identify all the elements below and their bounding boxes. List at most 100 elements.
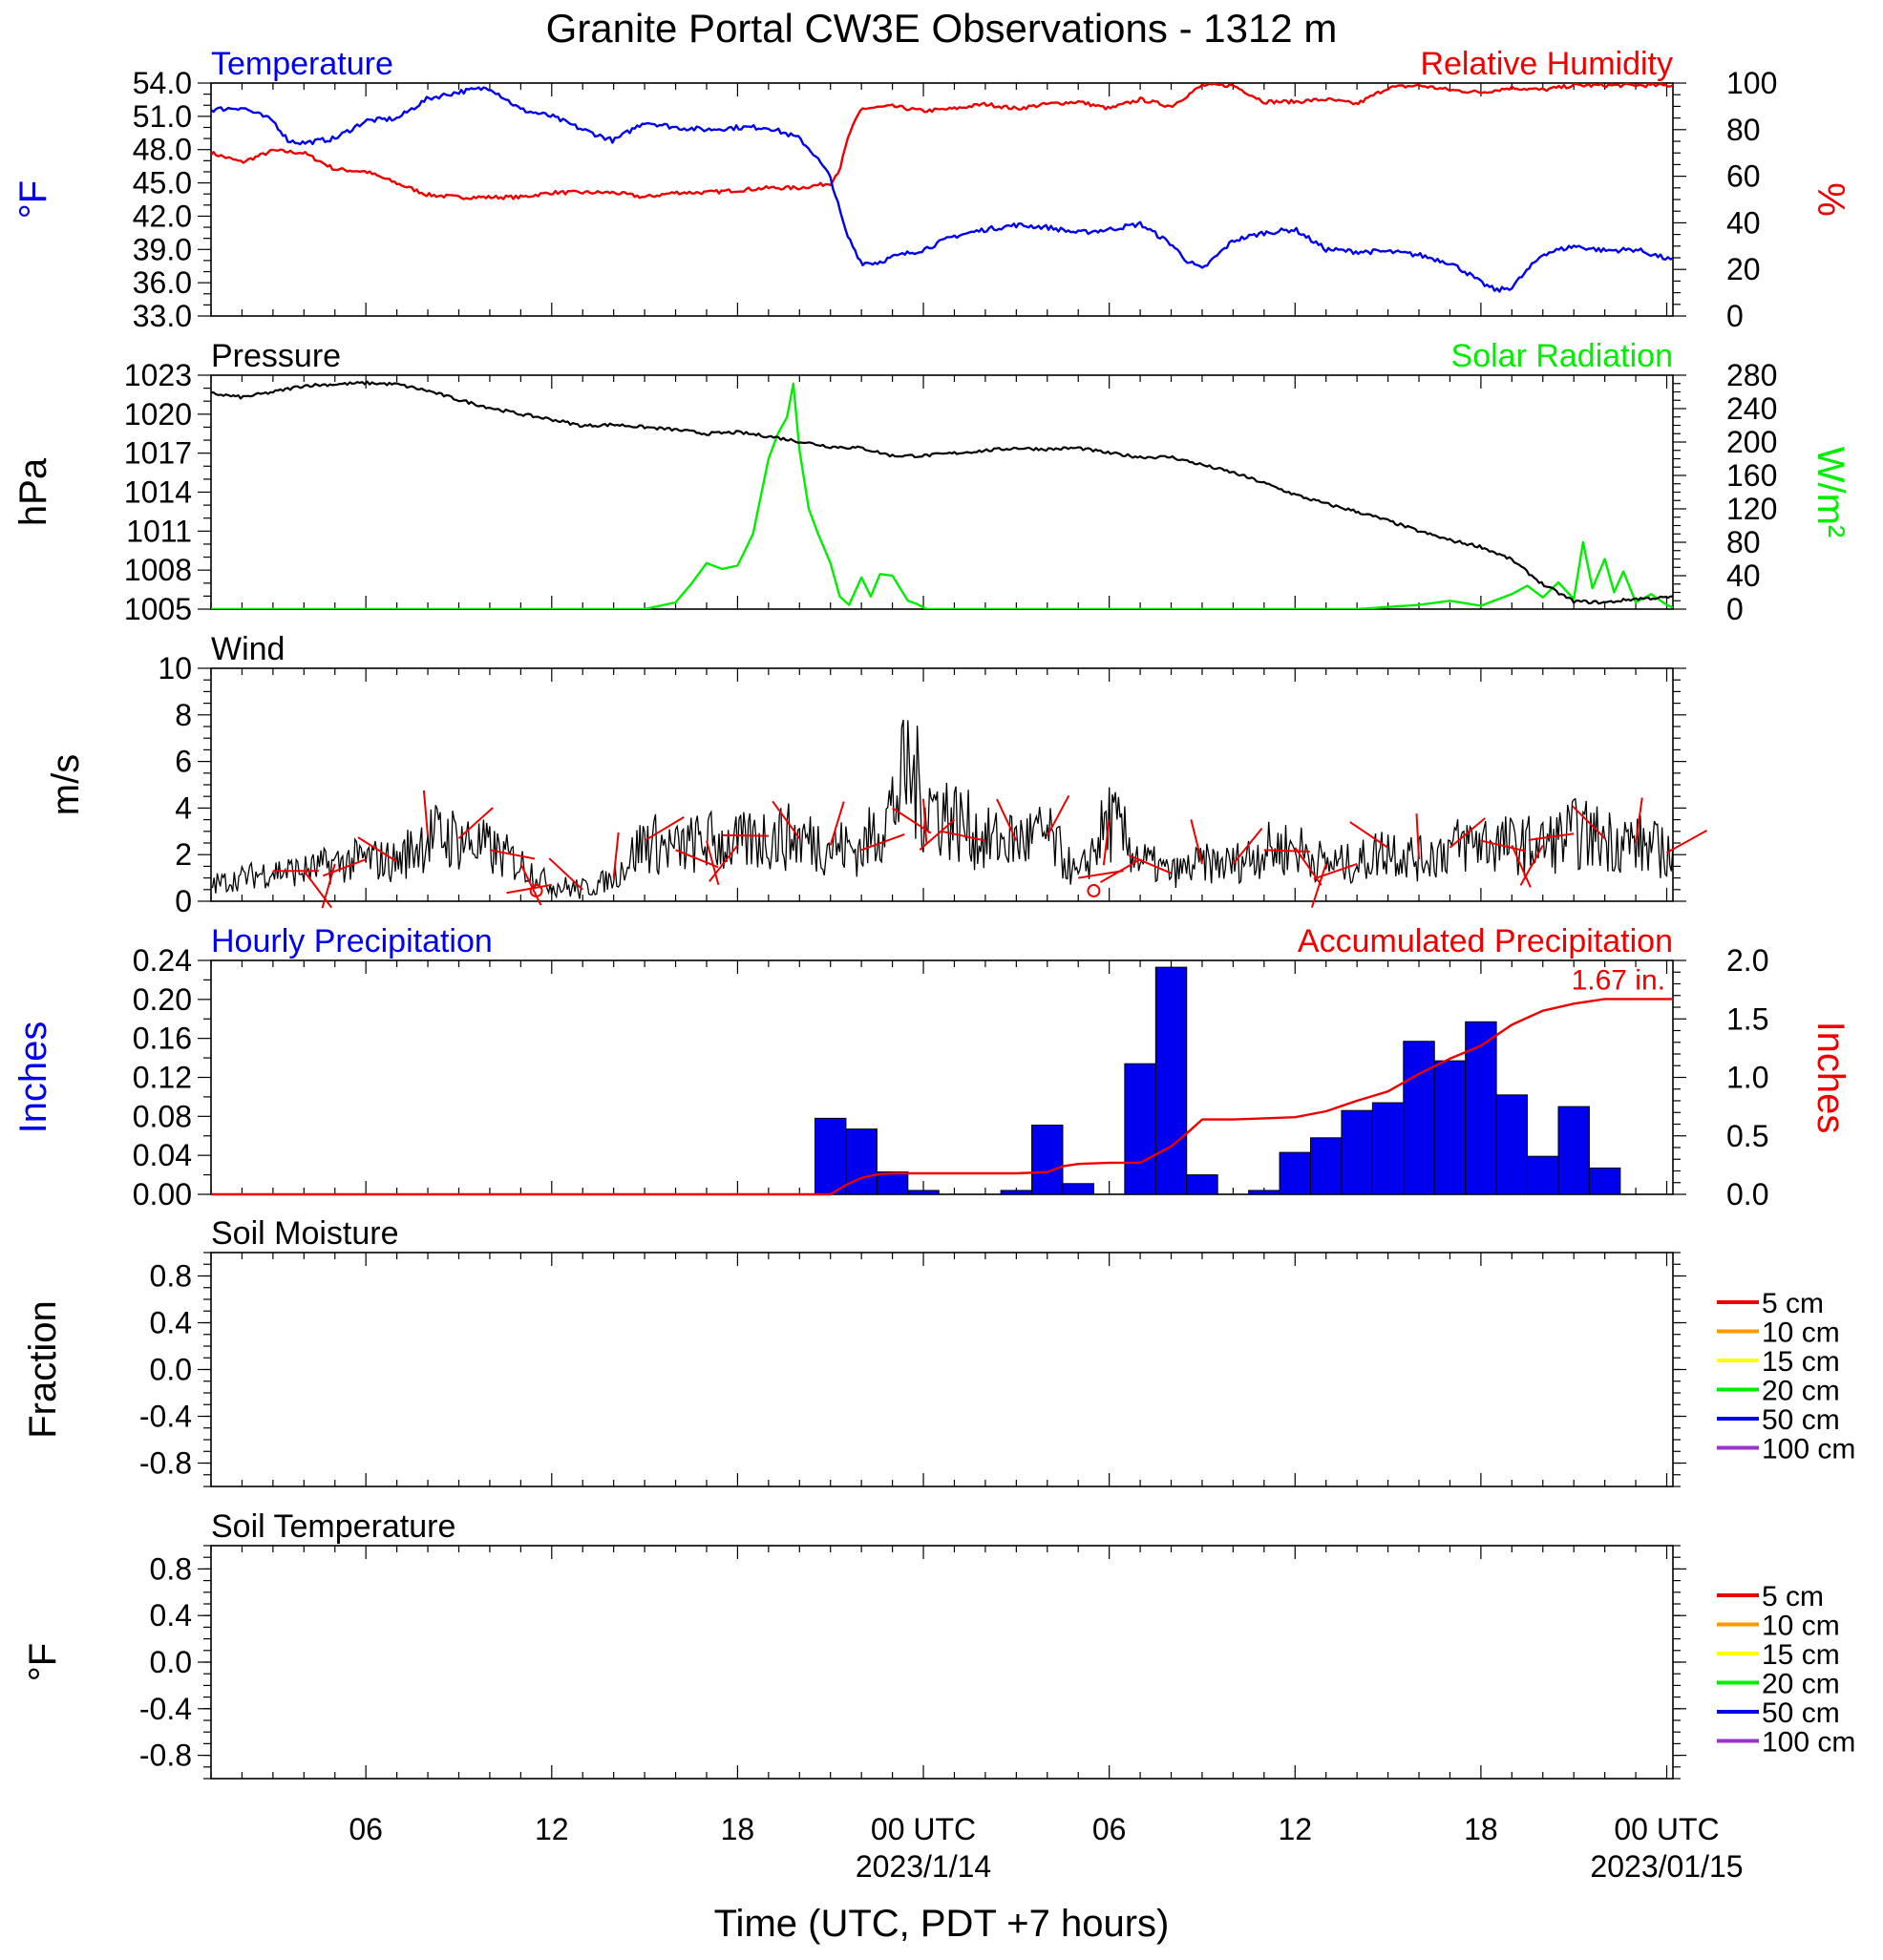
y-tick-label: 280 [1726, 358, 1777, 392]
x-ticks [210, 1253, 1668, 1486]
y-tick-label: 1014 [124, 475, 192, 510]
x-date-label: 2023/01/15 [1590, 1849, 1743, 1884]
y-tick-label: 1.0 [1726, 1061, 1768, 1095]
precip-bar [1403, 1041, 1435, 1195]
y-tick-label: 36.0 [133, 265, 192, 300]
left-y-ticks [198, 82, 211, 317]
y-tick-label: -0.4 [139, 1400, 192, 1434]
y-tick-label: 80 [1726, 525, 1761, 559]
y-tick-label: 1020 [124, 397, 192, 432]
precip-bar [1248, 1190, 1280, 1195]
wind-barb [1666, 830, 1707, 854]
x-ticks [210, 375, 1668, 609]
wind-barb [940, 830, 986, 842]
precip-bar [1154, 966, 1188, 1195]
calm-wind-circle [529, 884, 543, 898]
left-y-ticks [198, 959, 211, 1195]
left-y-ticks [198, 1252, 211, 1487]
plot-frame [210, 1252, 1674, 1487]
y-tick-label: 4 [175, 790, 192, 825]
plot-lines [211, 83, 1673, 293]
y-tick-label: 240 [1726, 391, 1777, 426]
legend-label: 100 cm [1762, 1434, 1855, 1465]
series-wind-speed [211, 719, 1674, 899]
precip-bar [1588, 1167, 1621, 1195]
y-tick-label: 0.0 [150, 1645, 192, 1679]
y-axis-label-left: hPa [12, 457, 54, 526]
x-tick-label: 06 [349, 1812, 383, 1846]
y-tick-label: 0.00 [133, 1177, 192, 1212]
precip-bar [1371, 1102, 1405, 1195]
y-axis-label-left: m/s [45, 754, 87, 815]
y-tick-label: 39.0 [133, 232, 192, 266]
legend-label: 5 cm [1762, 1288, 1824, 1319]
legend-label: 15 cm [1762, 1346, 1840, 1378]
y-axis-label-left: °F [12, 180, 54, 219]
y-tick-label: 0.8 [150, 1551, 192, 1586]
y-tick-label: 8 [175, 698, 192, 732]
wind-barb [1519, 844, 1544, 886]
wind-barb [1046, 794, 1070, 837]
wind-barb [644, 815, 685, 842]
y-axis-label-right: Inches [1809, 1022, 1851, 1134]
wind-barb [1449, 817, 1486, 849]
wind-barb [709, 844, 739, 882]
legend-label: 15 cm [1762, 1639, 1840, 1671]
wind-barb [612, 832, 620, 878]
wind-barb [892, 807, 932, 834]
precip-bar [1031, 1125, 1064, 1195]
figure-title: Granite Portal CW3E Observations - 1312 … [546, 6, 1338, 51]
x-tick-label: 00 UTC [871, 1812, 976, 1846]
y-tick-label: 0.8 [150, 1259, 192, 1294]
left-y-ticks [198, 374, 211, 610]
x-tick-label: 12 [1278, 1812, 1312, 1846]
panel-title-pressure: Pressure [211, 338, 341, 374]
panel-temperature-humidity: 54.051.048.045.042.039.036.033.0 100 80 60 4… [12, 46, 1851, 333]
precip-bar [1341, 1109, 1373, 1195]
y-tick-label: 33.0 [133, 299, 192, 333]
y-axis-label-left: °F [22, 1643, 64, 1681]
y-tick-label: 100 [1726, 66, 1777, 100]
precip-bar [815, 1117, 847, 1195]
y-tick-label: 120 [1726, 492, 1777, 526]
precip-bar [1000, 1190, 1033, 1195]
y-tick-label: 1017 [124, 436, 192, 471]
y-axis-label-right: W/m² [1809, 447, 1851, 538]
panel-wind: 10 8 6 4 2 0 Wind m/s [45, 631, 1707, 918]
precip-bar [876, 1171, 909, 1195]
legend-label: 10 cm [1762, 1611, 1840, 1642]
wind-barb [722, 833, 769, 837]
y-tick-label: 10 [158, 651, 192, 685]
wind-barb [422, 790, 430, 836]
wind-barb [303, 870, 332, 909]
plot-frame [210, 82, 1674, 317]
wind-barb [922, 798, 928, 845]
y-tick-label: 60 [1726, 159, 1761, 194]
wind-barb [996, 798, 1018, 841]
right-y-ticks [1673, 374, 1686, 610]
y-tick-label: 80 [1726, 113, 1761, 147]
precip-bar [1186, 1174, 1218, 1195]
x-tick-label: 18 [1464, 1812, 1498, 1846]
y-tick-label: 160 [1726, 458, 1777, 493]
y-tick-label: 0.0 [150, 1353, 192, 1387]
y-tick-label: 1.5 [1726, 1001, 1768, 1036]
panel-title: Soil Temperature [211, 1508, 455, 1545]
precip-bar [1433, 1060, 1467, 1195]
legend-label: 50 cm [1762, 1697, 1840, 1729]
y-tick-label: -0.8 [139, 1739, 192, 1773]
legend-label: 20 cm [1762, 1376, 1840, 1407]
wind-barb [323, 858, 367, 877]
wind-barb [1635, 797, 1643, 844]
series-temperature [211, 86, 1673, 293]
y-tick-label: 0.5 [1726, 1119, 1768, 1153]
series-pressure [211, 380, 1673, 605]
precip-bar [1527, 1155, 1559, 1195]
y-tick-label: 0.0 [1726, 1177, 1768, 1212]
wind-barb [1078, 870, 1124, 879]
x-ticks [210, 83, 1668, 316]
